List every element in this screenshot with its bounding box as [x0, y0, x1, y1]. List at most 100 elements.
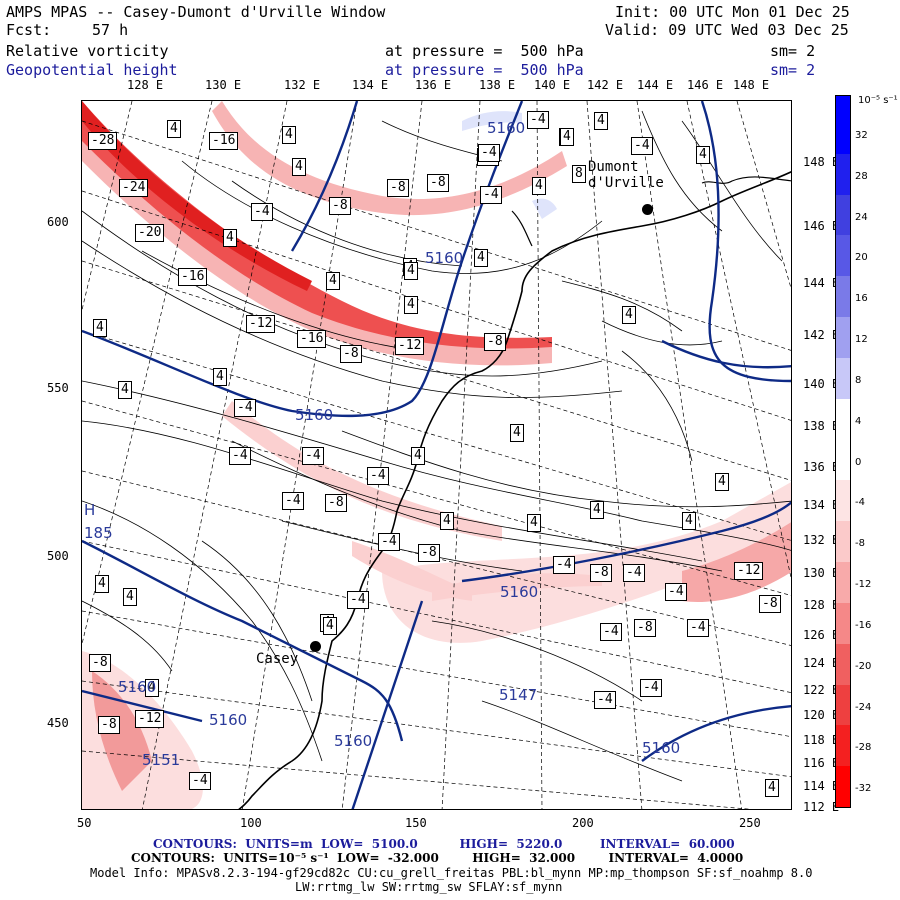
y-label: 500 [47, 549, 69, 563]
vorticity-label: -24 [119, 179, 149, 197]
lat-label: 124 E [803, 656, 840, 670]
colorbar-tick-label: -24 [855, 701, 872, 713]
vorticity-label: -8 [387, 179, 409, 197]
vorticity-label: -16 [297, 330, 327, 348]
casey-marker [310, 641, 321, 652]
map-panel: -28 -24 -20 -16 -12 -16 -12 -8 -8 -16 -4… [81, 100, 792, 810]
colorbar-unit: 10⁻⁵ s⁻¹ [858, 95, 898, 106]
lat-label: 134 E [803, 498, 840, 512]
vorticity-label: -8 [325, 494, 347, 512]
colorbar-tick-label: -32 [855, 783, 872, 795]
vorticity-label: -12 [246, 315, 276, 333]
vorticity-label: 4 [326, 272, 340, 290]
colorbar-tick-label: -20 [855, 660, 872, 672]
field2-level: at pressure = 500 hPa [385, 61, 584, 79]
vorticity-label: -4 [600, 623, 622, 641]
lat-label: 146 E [803, 219, 840, 233]
colorbar-segment [836, 235, 850, 277]
lat-label: 112 E [803, 800, 840, 814]
valid-time: Valid: 09 UTC Wed 03 Dec 25 [605, 21, 849, 39]
vorticity-contour-info: CONTOURS: UNITS=10⁻⁵ s⁻¹ LOW= -32.000 HI… [131, 851, 744, 865]
vorticity-label: -4 [234, 399, 256, 417]
height-label: 5151 [142, 751, 181, 769]
vorticity-label: 4 [282, 126, 296, 144]
vorticity-label: -4 [623, 564, 645, 582]
vorticity-label: -4 [378, 533, 400, 551]
colorbar-tick-label: 32 [855, 130, 868, 141]
vorticity-label: -12 [734, 562, 764, 580]
lon-label: 138 E [479, 78, 516, 92]
x-label: 100 [240, 816, 262, 830]
colorbar-tick-label: -12 [855, 579, 872, 591]
colorbar-segment [836, 766, 850, 807]
x-label: 50 [77, 816, 92, 830]
colorbar-segment [836, 602, 850, 644]
colorbar-tick-label: -8 [855, 538, 865, 550]
lat-label: 148 E [803, 155, 840, 169]
lat-label: 140 E [803, 377, 840, 391]
colorbar-tick-label: 12 [855, 334, 868, 346]
vorticity-label: 4 [118, 381, 132, 399]
colorbar-tick-label: 0 [855, 456, 862, 468]
vorticity-label: -4 [478, 144, 500, 162]
vorticity-label: 4 [527, 514, 541, 532]
colorbar-segment [836, 194, 850, 236]
lon-label: 130 E [205, 78, 242, 92]
lat-label: 126 E [803, 628, 840, 642]
vorticity-label: 4 [404, 296, 418, 314]
field1-level: at pressure = 500 hPa [385, 42, 584, 60]
colorbar-segment [836, 357, 850, 399]
height-label: 185 [84, 524, 113, 542]
height-label: 5160 [334, 732, 373, 750]
lon-label: 136 E [415, 78, 452, 92]
colorbar-segment [836, 317, 850, 358]
vorticity-label: -8 [89, 654, 111, 672]
vorticity-label: -4 [631, 137, 653, 155]
vorticity-label: -20 [135, 224, 165, 242]
lat-label: 122 E [803, 683, 840, 697]
vorticity-label: 4 [594, 112, 608, 130]
lon-label: 146 E [687, 78, 724, 92]
lat-label: 144 E [803, 276, 840, 290]
vorticity-label: 4 [167, 120, 181, 138]
vorticity-label: 4 [682, 512, 696, 530]
lon-label: 134 E [352, 78, 389, 92]
lat-label: 114 E [803, 779, 840, 793]
colorbar-tick-label: 20 [855, 252, 868, 264]
lat-label: 130 E [803, 566, 840, 580]
vorticity-label: -4 [189, 772, 211, 790]
colorbar-tick-label: 8 [855, 374, 862, 386]
vorticity-label: -8 [590, 564, 612, 582]
vorticity-label: -8 [340, 345, 362, 363]
vorticity-label: 4 [510, 424, 524, 442]
lon-label: 132 E [284, 78, 321, 92]
lat-label: 142 E [803, 328, 840, 342]
vorticity-label: -4 [367, 467, 389, 485]
vorticity-label: 4 [213, 368, 227, 386]
forecast-hour: 57 h [92, 21, 129, 39]
y-label: 600 [47, 215, 69, 229]
dumont-durville-marker [642, 204, 653, 215]
vorticity-label: -8 [484, 333, 506, 351]
colorbar-tick-label: 28 [855, 170, 868, 182]
vorticity-label: 4 [93, 319, 107, 337]
lon-label: 140 E [534, 78, 571, 92]
colorbar-segment [836, 153, 850, 195]
colorbar-segment [836, 398, 850, 440]
colorbar-segment [836, 521, 850, 563]
vorticity-label: -4 [594, 691, 616, 709]
lon-label: 142 E [587, 78, 624, 92]
colorbar-tick-label: -28 [855, 742, 872, 754]
vorticity-label: -16 [209, 132, 239, 150]
vorticity-label: 4 [532, 177, 546, 195]
lon-label: 128 E [127, 78, 164, 92]
height-label: 5160 [425, 249, 464, 267]
height-label: 5160 [642, 739, 681, 757]
vorticity-label: 4 [145, 679, 159, 697]
vorticity-label: -12 [395, 337, 425, 355]
vorticity-label: -8 [329, 197, 351, 215]
colorbar-segment [836, 684, 850, 726]
vorticity-label: 4 [292, 158, 306, 176]
vorticity-label: -28 [88, 132, 118, 150]
height-label: 5160 [487, 119, 526, 137]
